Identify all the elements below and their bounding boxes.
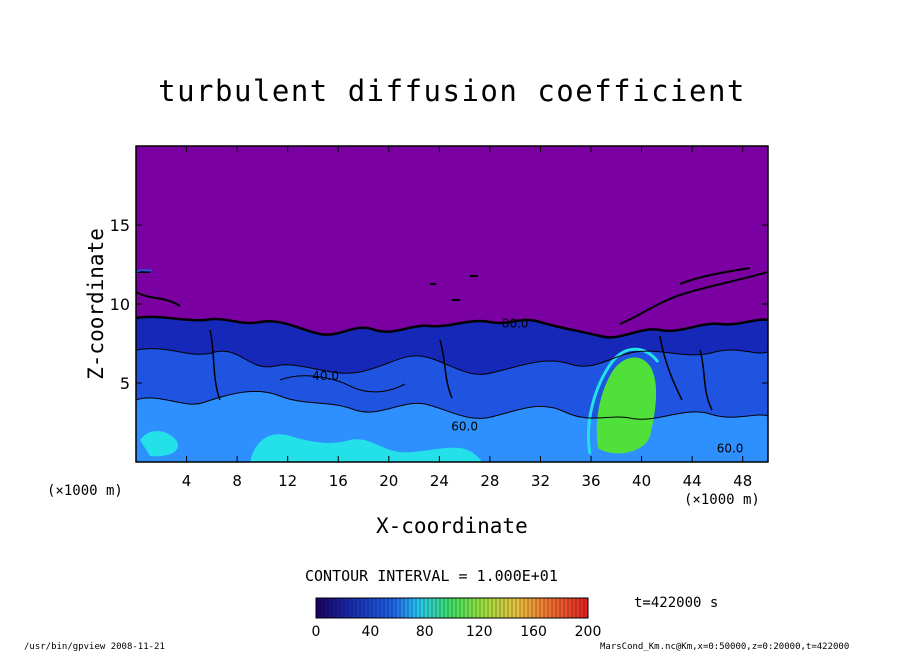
footer-left: /usr/bin/gpview 2008-11-21	[24, 642, 165, 652]
time-label: t=422000 s	[634, 595, 719, 611]
colorbar-tick-label: 120	[466, 624, 493, 640]
contour-labels: 40.0 60.0 60.0 80.0	[312, 317, 743, 456]
contour-line-2	[136, 390, 768, 420]
x-tick-label: 32	[531, 472, 550, 490]
x-tick-label: 48	[733, 472, 752, 490]
x-tick-label: 8	[232, 472, 242, 490]
x-tick-label: 4	[182, 472, 192, 490]
colorbar-tick-label: 200	[575, 624, 602, 640]
footer-right: MarsCond_Km.nc@Km,x=0:50000,z=0:20000,t=…	[600, 642, 850, 652]
contour-interval-label: CONTOUR INTERVAL = 1.000E+01	[305, 567, 558, 585]
x-tick-label: 44	[683, 472, 702, 490]
y-axis-label: Z-coordinate	[84, 228, 108, 380]
x-tick-label: 36	[581, 472, 600, 490]
x-tick-label: 12	[278, 472, 297, 490]
y-tick-label: 10	[110, 295, 130, 314]
contour-line-1	[136, 348, 768, 375]
colorbar-tick-label: 80	[416, 624, 434, 640]
x-tick-label: 24	[430, 472, 449, 490]
colorbar: 0 40 80 120 160 200	[312, 597, 602, 640]
boundary-contour	[136, 315, 768, 339]
x-unit-right: (×1000 m)	[684, 492, 760, 508]
green-plume	[596, 357, 657, 454]
contour-label: 60.0	[451, 419, 478, 433]
x-tick-label: 20	[379, 472, 398, 490]
cyan-field-2	[140, 430, 178, 457]
colorbar-tick-label: 40	[361, 624, 379, 640]
x-axis: 4 8 12 16 20 24 28 32 36 40 44 48	[182, 146, 752, 490]
y-axis: 5 10 15	[110, 216, 768, 393]
x-tick-label: 28	[480, 472, 499, 490]
chart-title: turbulent diffusion coefficient	[158, 74, 746, 108]
y-tick-label: 5	[120, 374, 130, 393]
colorbar-stripes	[319, 598, 585, 618]
left-edge-blue	[136, 269, 153, 273]
x-tick-label: 40	[632, 472, 651, 490]
plot-area	[136, 146, 768, 462]
upper-contour-fragments	[136, 267, 768, 325]
contour-line-4	[209, 329, 713, 411]
contour-label: 80.0	[502, 317, 529, 331]
cyan-field-1	[250, 434, 482, 462]
x-axis-label: X-coordinate	[376, 514, 528, 538]
contour-line-3	[279, 375, 406, 393]
colorbar-tick-label: 0	[312, 624, 321, 640]
colorbar-tick-label: 160	[520, 624, 547, 640]
x-tick-label: 16	[329, 472, 348, 490]
contour-label: 40.0	[312, 369, 339, 383]
x-unit-left: (×1000 m)	[47, 483, 123, 499]
contour-label: 60.0	[717, 442, 744, 456]
y-tick-label: 15	[110, 216, 130, 235]
colorbar-ticks: 0 40 80 120 160 200	[312, 624, 602, 640]
